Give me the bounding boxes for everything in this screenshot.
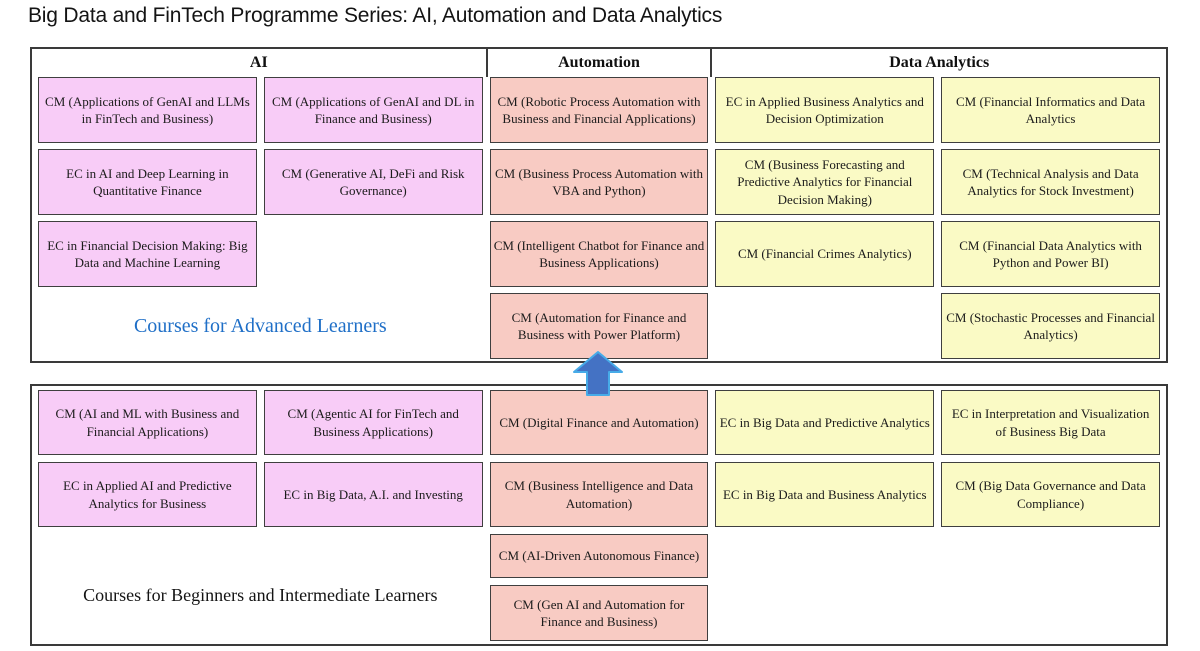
course-box: EC in Big Data, A.I. and Investing xyxy=(263,462,483,527)
course-box: CM (Technical Analysis and Data Analytic… xyxy=(941,149,1160,215)
header-automation: Automation xyxy=(485,49,713,77)
course-box: CM (Business Forecasting and Predictive … xyxy=(715,149,935,215)
course-box: CM (Business Process Automation with VBA… xyxy=(489,149,709,215)
course-box: CM (Automation for Finance and Business … xyxy=(489,293,709,359)
beginner-learners-panel: CM (AI and ML with Business and Financia… xyxy=(30,384,1168,646)
page-title: Big Data and FinTech Programme Series: A… xyxy=(28,4,723,27)
course-box: EC in AI and Deep Learning in Quantitati… xyxy=(38,149,257,215)
advanced-learners-label: Courses for Advanced Learners xyxy=(133,314,387,337)
course-box: CM (Financial Informatics and Data Analy… xyxy=(941,77,1160,143)
course-box: EC in Big Data and Business Analytics xyxy=(715,462,935,527)
up-arrow-icon xyxy=(573,351,623,396)
course-box: EC in Financial Decision Making: Big Dat… xyxy=(38,221,257,287)
course-box: CM (AI-Driven Autonomous Finance) xyxy=(489,534,709,578)
course-box: CM (AI and ML with Business and Financia… xyxy=(38,390,257,455)
course-box: CM (Robotic Process Automation with Busi… xyxy=(489,77,709,143)
course-box: EC in Applied AI and Predictive Analytic… xyxy=(38,462,257,527)
course-box: CM (Intelligent Chatbot for Finance and … xyxy=(489,221,709,287)
course-box: EC in Applied Business Analytics and Dec… xyxy=(715,77,935,143)
advanced-learners-panel: AI Automation Data Analytics CM (Applica… xyxy=(30,47,1168,363)
course-box: EC in Interpretation and Visualization o… xyxy=(941,390,1160,455)
course-box: CM (Stochastic Processes and Financial A… xyxy=(941,293,1160,359)
course-box: CM (Digital Finance and Automation) xyxy=(489,390,709,455)
beginner-course-grid: CM (AI and ML with Business and Financia… xyxy=(32,386,1166,641)
column-header-row: AI Automation Data Analytics xyxy=(32,49,1166,77)
course-box: CM (Gen AI and Automation for Finance an… xyxy=(489,585,709,641)
header-ai: AI xyxy=(249,54,268,71)
course-box: CM (Generative AI, DeFi and Risk Governa… xyxy=(263,149,483,215)
course-box: CM (Financial Crimes Analytics) xyxy=(715,221,935,287)
course-box: CM (Financial Data Analytics with Python… xyxy=(941,221,1160,287)
header-data-analytics: Data Analytics xyxy=(889,54,990,71)
course-box: CM (Applications of GenAI and DL in Fina… xyxy=(263,77,483,143)
beginner-learners-label: Courses for Beginners and Intermediate L… xyxy=(83,585,438,605)
advanced-course-grid: CM (Applications of GenAI and LLMs in Fi… xyxy=(32,77,1166,359)
course-box: CM (Business Intelligence and Data Autom… xyxy=(489,462,709,527)
course-box: CM (Applications of GenAI and LLMs in Fi… xyxy=(38,77,257,143)
course-box: CM (Agentic AI for FinTech and Business … xyxy=(263,390,483,455)
course-box: EC in Big Data and Predictive Analytics xyxy=(715,390,935,455)
course-box: CM (Big Data Governance and Data Complia… xyxy=(941,462,1160,527)
